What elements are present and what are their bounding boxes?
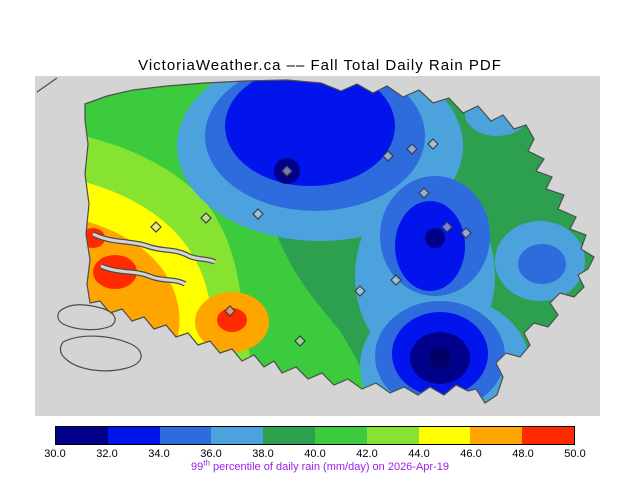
contour-map [35, 76, 600, 416]
station-marker [406, 143, 418, 155]
harbour-inlets [91, 231, 217, 287]
colorbar-tick-label: 40.0 [304, 448, 326, 460]
station-marker [150, 221, 162, 233]
colorbar-segment [522, 427, 574, 444]
colorbar-segment [107, 427, 160, 444]
caption-text: percentile of daily rain (mm/day) on 202… [209, 461, 449, 473]
colorbar-segment [263, 427, 315, 444]
colorbar-tick-label: 50.0 [564, 448, 586, 460]
station-marker [460, 227, 472, 239]
colorbar-tick-label: 32.0 [96, 448, 118, 460]
colorbar-segment [470, 427, 523, 444]
map-area [35, 76, 600, 416]
page-title: VictoriaWeather.ca –– Fall Total Daily R… [138, 57, 502, 74]
colorbar-tick-label: 48.0 [512, 448, 534, 460]
station-marker [281, 165, 293, 177]
colorbar-segment [159, 427, 212, 444]
islands [57, 304, 142, 372]
colorbar-segment [314, 427, 367, 444]
colorbar-tick-label: 30.0 [44, 448, 66, 460]
station-marker [294, 335, 306, 347]
caption-percentile-value: 99 [191, 461, 204, 473]
station-marker [418, 187, 430, 199]
station-marker [382, 150, 394, 162]
station-marker [354, 285, 366, 297]
colorbar-segment [418, 427, 471, 444]
colorbar-segment [366, 427, 419, 444]
colorbar-tick-label: 42.0 [356, 448, 378, 460]
colorbar-tick-label: 46.0 [460, 448, 482, 460]
coastline [84, 79, 595, 404]
station-marker [390, 274, 402, 286]
station-marker [224, 305, 236, 317]
colorbar-tick-label: 38.0 [252, 448, 274, 460]
caption-ordinal-suffix: th [203, 458, 210, 468]
colorbar-ticks: 30.0 32.0 34.0 36.0 38.0 40.0 42.0 44.0 46.0 48.0… [44, 448, 585, 461]
station-marker [200, 212, 212, 224]
colorbar-tick-label: 36.0 [200, 448, 222, 460]
colorbar-segment [211, 427, 264, 444]
station-markers [150, 138, 472, 347]
contour-low-core [429, 348, 451, 368]
colorbar-caption: 99th percentile of daily rain (mm/day) o… [0, 458, 640, 473]
colorbar-tick-label: 34.0 [148, 448, 170, 460]
colorbar-segment [56, 427, 108, 444]
colorbar-tick-label: 44.0 [408, 448, 430, 460]
station-marker [441, 221, 453, 233]
colorbar [55, 426, 575, 445]
station-marker [427, 138, 439, 150]
corner-coast-fragment [36, 77, 58, 93]
station-marker [252, 208, 264, 220]
